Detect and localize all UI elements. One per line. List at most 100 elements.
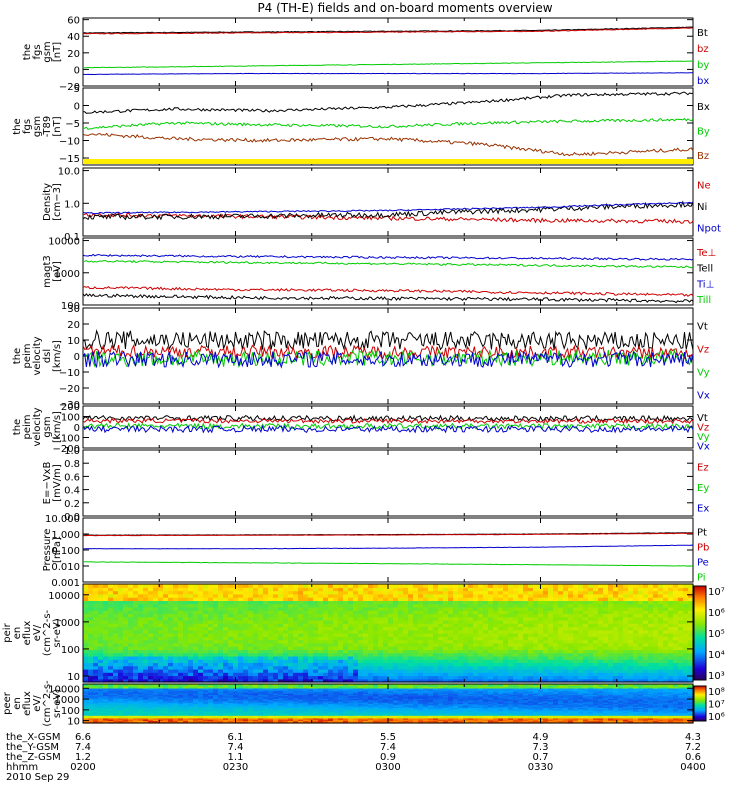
spectrogram-cell: [348, 665, 354, 670]
spectrogram-cell: [673, 587, 679, 592]
spectrogram-cell: [363, 616, 369, 621]
spectrogram-cell: [158, 629, 164, 634]
spectrogram-cell: [248, 603, 254, 608]
spectrogram-cell: [443, 623, 449, 628]
spectrogram-cell: [528, 626, 534, 631]
spectrogram-cell: [123, 584, 129, 588]
spectrogram-cell: [273, 649, 279, 654]
spectrogram-cell: [488, 587, 494, 592]
spectrogram-cell: [118, 675, 124, 680]
spectrogram-cell: [458, 668, 464, 673]
spectrogram-cell: [313, 606, 319, 611]
spectrogram-cell: [668, 633, 674, 637]
spectrogram-cell: [553, 668, 559, 673]
spectrogram-cell: [153, 708, 159, 711]
spectrogram-cell: [418, 593, 424, 598]
spectrogram-cell: [223, 655, 229, 660]
spectrogram-cell: [608, 626, 614, 631]
spectrogram-cell: [193, 703, 199, 706]
spectrogram-cell: [113, 695, 119, 698]
spectrogram-cell: [158, 662, 164, 667]
spectrogram-cell: [573, 584, 579, 588]
spectrogram-cell: [573, 606, 579, 611]
spectrogram-cell: [683, 584, 689, 588]
spectrogram-cell: [288, 616, 294, 621]
spectrogram-cell: [278, 603, 284, 608]
spectrogram-cell: [548, 665, 554, 670]
spectrogram-cell: [458, 584, 464, 588]
spectrogram-cell: [683, 606, 689, 611]
spectrogram-cell: [138, 704, 144, 707]
spectrogram-cell: [408, 619, 414, 624]
spectrogram-cell: [163, 597, 169, 601]
y-axis-label: magt3: [42, 255, 53, 288]
spectrogram-cell: [568, 642, 574, 647]
spectrogram-cell: [218, 698, 224, 701]
spectrogram-cell: [393, 659, 399, 663]
spectrogram-cell: [153, 690, 159, 693]
spectrogram-cell: [168, 642, 174, 647]
spectrogram-cell: [93, 665, 99, 670]
spectrogram-cell: [298, 672, 304, 677]
spectrogram-cell: [198, 629, 204, 634]
spectrogram-cell: [143, 633, 149, 637]
spectrogram-cell: [88, 697, 94, 699]
spectrogram-cell: [643, 668, 649, 673]
spectrogram-cell: [493, 655, 499, 660]
spectrogram-cell: [648, 610, 654, 614]
spectrogram-cell: [373, 668, 379, 673]
spectrogram-cell: [163, 686, 169, 689]
spectrogram-cell: [493, 613, 499, 618]
spectrogram-cell: [143, 649, 149, 654]
spectrogram-cell: [218, 713, 224, 716]
spectrogram-cell: [543, 662, 549, 667]
spectrogram-cell: [193, 704, 199, 707]
spectrogram-cell: [468, 600, 474, 605]
spectrogram-cell: [453, 672, 459, 677]
spectrogram-cell: [188, 593, 194, 598]
spectrogram-cell: [468, 662, 474, 667]
spectrogram-cell: [223, 699, 229, 702]
spectrogram-cell: [488, 590, 494, 595]
spectrogram-cell: [133, 706, 139, 708]
spectrogram-cell: [173, 662, 179, 667]
spectrogram-cell: [218, 678, 224, 683]
spectrogram-cell: [383, 665, 389, 670]
spectrogram-cell: [188, 698, 194, 701]
spectrogram-cell: [353, 600, 359, 605]
spectrogram-cell: [383, 590, 389, 595]
spectrogram-cell: [103, 600, 109, 605]
spectrogram-cell: [203, 698, 209, 701]
spectrogram-cell: [548, 649, 554, 654]
spectrogram-cell: [143, 626, 149, 631]
spectrogram-cell: [503, 584, 509, 588]
spectrogram-cell: [433, 610, 439, 614]
spectrogram-cell: [233, 597, 239, 601]
spectrogram-cell: [188, 708, 194, 711]
spectrogram-cell: [348, 678, 354, 683]
spectrogram-cell: [133, 662, 139, 667]
spectrogram-cell: [358, 636, 364, 641]
spectrogram-cell: [138, 626, 144, 631]
spectrogram-cell: [223, 693, 229, 695]
spectrogram-cell: [398, 584, 404, 588]
spectrogram-cell: [638, 655, 644, 660]
spectrogram-cell: [458, 675, 464, 680]
spectrogram-cell: [378, 593, 384, 598]
spectrogram-cell: [103, 708, 109, 711]
spectrogram-cell: [593, 668, 599, 673]
spectrogram-cell: [278, 639, 284, 644]
spectrogram-cell: [513, 593, 519, 598]
spectrogram-cell: [628, 668, 634, 673]
spectrogram-cell: [628, 600, 634, 605]
spectrogram-cell: [333, 665, 339, 670]
spectrogram-cell: [473, 678, 479, 683]
spectrogram-cell: [368, 636, 374, 641]
spectrogram-cell: [538, 606, 544, 611]
spectrogram-cell: [148, 597, 154, 601]
spectrogram-cell: [638, 665, 644, 670]
spectrogram-cell: [148, 655, 154, 660]
spectrogram-cell: [173, 629, 179, 634]
spectrogram-cell: [573, 649, 579, 654]
spectrogram-cell: [188, 587, 194, 592]
